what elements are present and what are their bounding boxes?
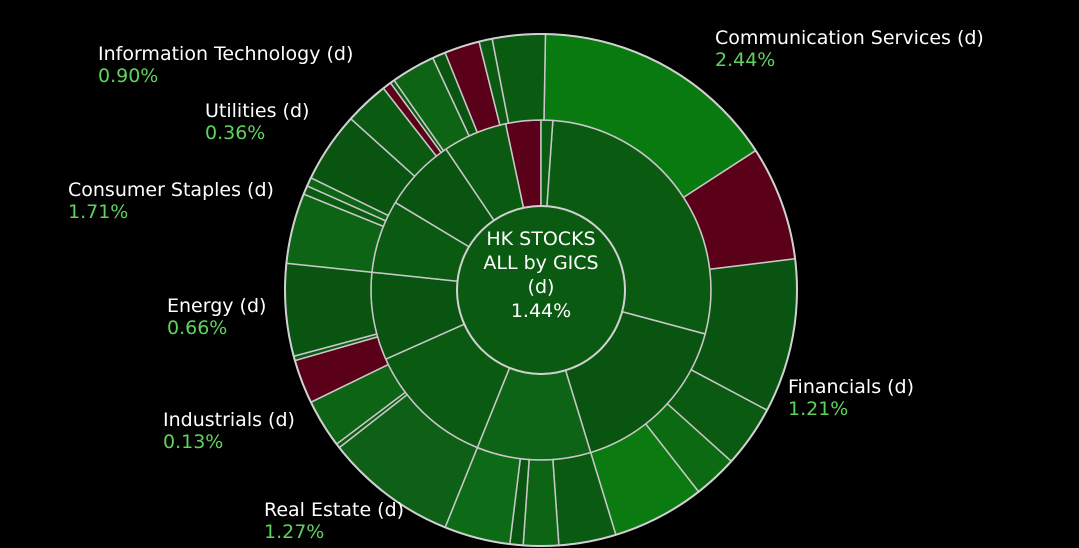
center-title-line-3: (d) [528, 276, 555, 298]
sector-name: Information Technology (d) [98, 43, 354, 65]
outer-ring [284, 33, 798, 547]
sector-change: 0.36% [205, 122, 266, 144]
sector-name: Utilities (d) [205, 100, 310, 122]
center-disc[interactable] [456, 205, 626, 375]
sector-name: Consumer Staples (d) [68, 179, 274, 201]
sector-label-utilities[interactable]: Utilities (d) 0.36% [205, 100, 309, 144]
sector-change: 1.27% [264, 521, 325, 543]
sector-change: 0.13% [163, 431, 224, 453]
sector-change: 2.44% [715, 49, 776, 71]
sector-name: Energy (d) [167, 295, 267, 317]
sector-label-consumer-staples[interactable]: Consumer Staples (d) 1.71% [68, 179, 274, 223]
sector-name: Industrials (d) [163, 409, 295, 431]
sector-label-real-estate[interactable]: Real Estate (d) 1.27% [264, 499, 404, 543]
center-title-line-1: HK STOCKS [486, 228, 595, 250]
sector-label-communication-services[interactable]: Communication Services (d) 2.44% [715, 27, 984, 71]
sector-label-energy[interactable]: Energy (d) 0.66% [167, 295, 266, 339]
sector-label-financials[interactable]: Financials (d) 1.21% [788, 376, 914, 420]
sector-label-industrials[interactable]: Industrials (d) 0.13% [163, 409, 295, 453]
sector-name: Real Estate (d) [264, 499, 405, 521]
sector-change: 1.21% [788, 398, 849, 420]
sector-change: 1.71% [68, 201, 129, 223]
sector-name: Financials (d) [788, 376, 915, 398]
outer-border [284, 33, 798, 547]
center-title-line-2: ALL by GICS [483, 252, 598, 274]
sector-change: 0.66% [167, 317, 228, 339]
inner-ring [370, 119, 712, 461]
sector-name: Communication Services (d) [715, 27, 984, 49]
center-value: 1.44% [511, 300, 571, 322]
sector-label-information-technology[interactable]: Information Technology (d) 0.90% [98, 43, 353, 87]
sector-change: 0.90% [98, 65, 159, 87]
